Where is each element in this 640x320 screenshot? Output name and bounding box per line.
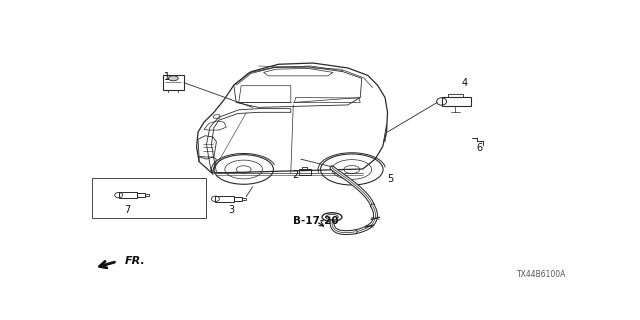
- Text: 3: 3: [228, 205, 234, 215]
- Text: FR.: FR.: [125, 256, 145, 266]
- Text: 4: 4: [461, 78, 467, 88]
- Circle shape: [168, 76, 178, 81]
- Text: 7: 7: [124, 205, 131, 215]
- Text: B-17-20: B-17-20: [293, 216, 339, 227]
- Text: 1: 1: [164, 72, 170, 82]
- Text: 2: 2: [292, 170, 299, 180]
- Text: 6: 6: [476, 143, 483, 153]
- Text: TX44B6100A: TX44B6100A: [516, 270, 566, 279]
- Bar: [92, 178, 207, 218]
- Text: 5: 5: [387, 174, 393, 184]
